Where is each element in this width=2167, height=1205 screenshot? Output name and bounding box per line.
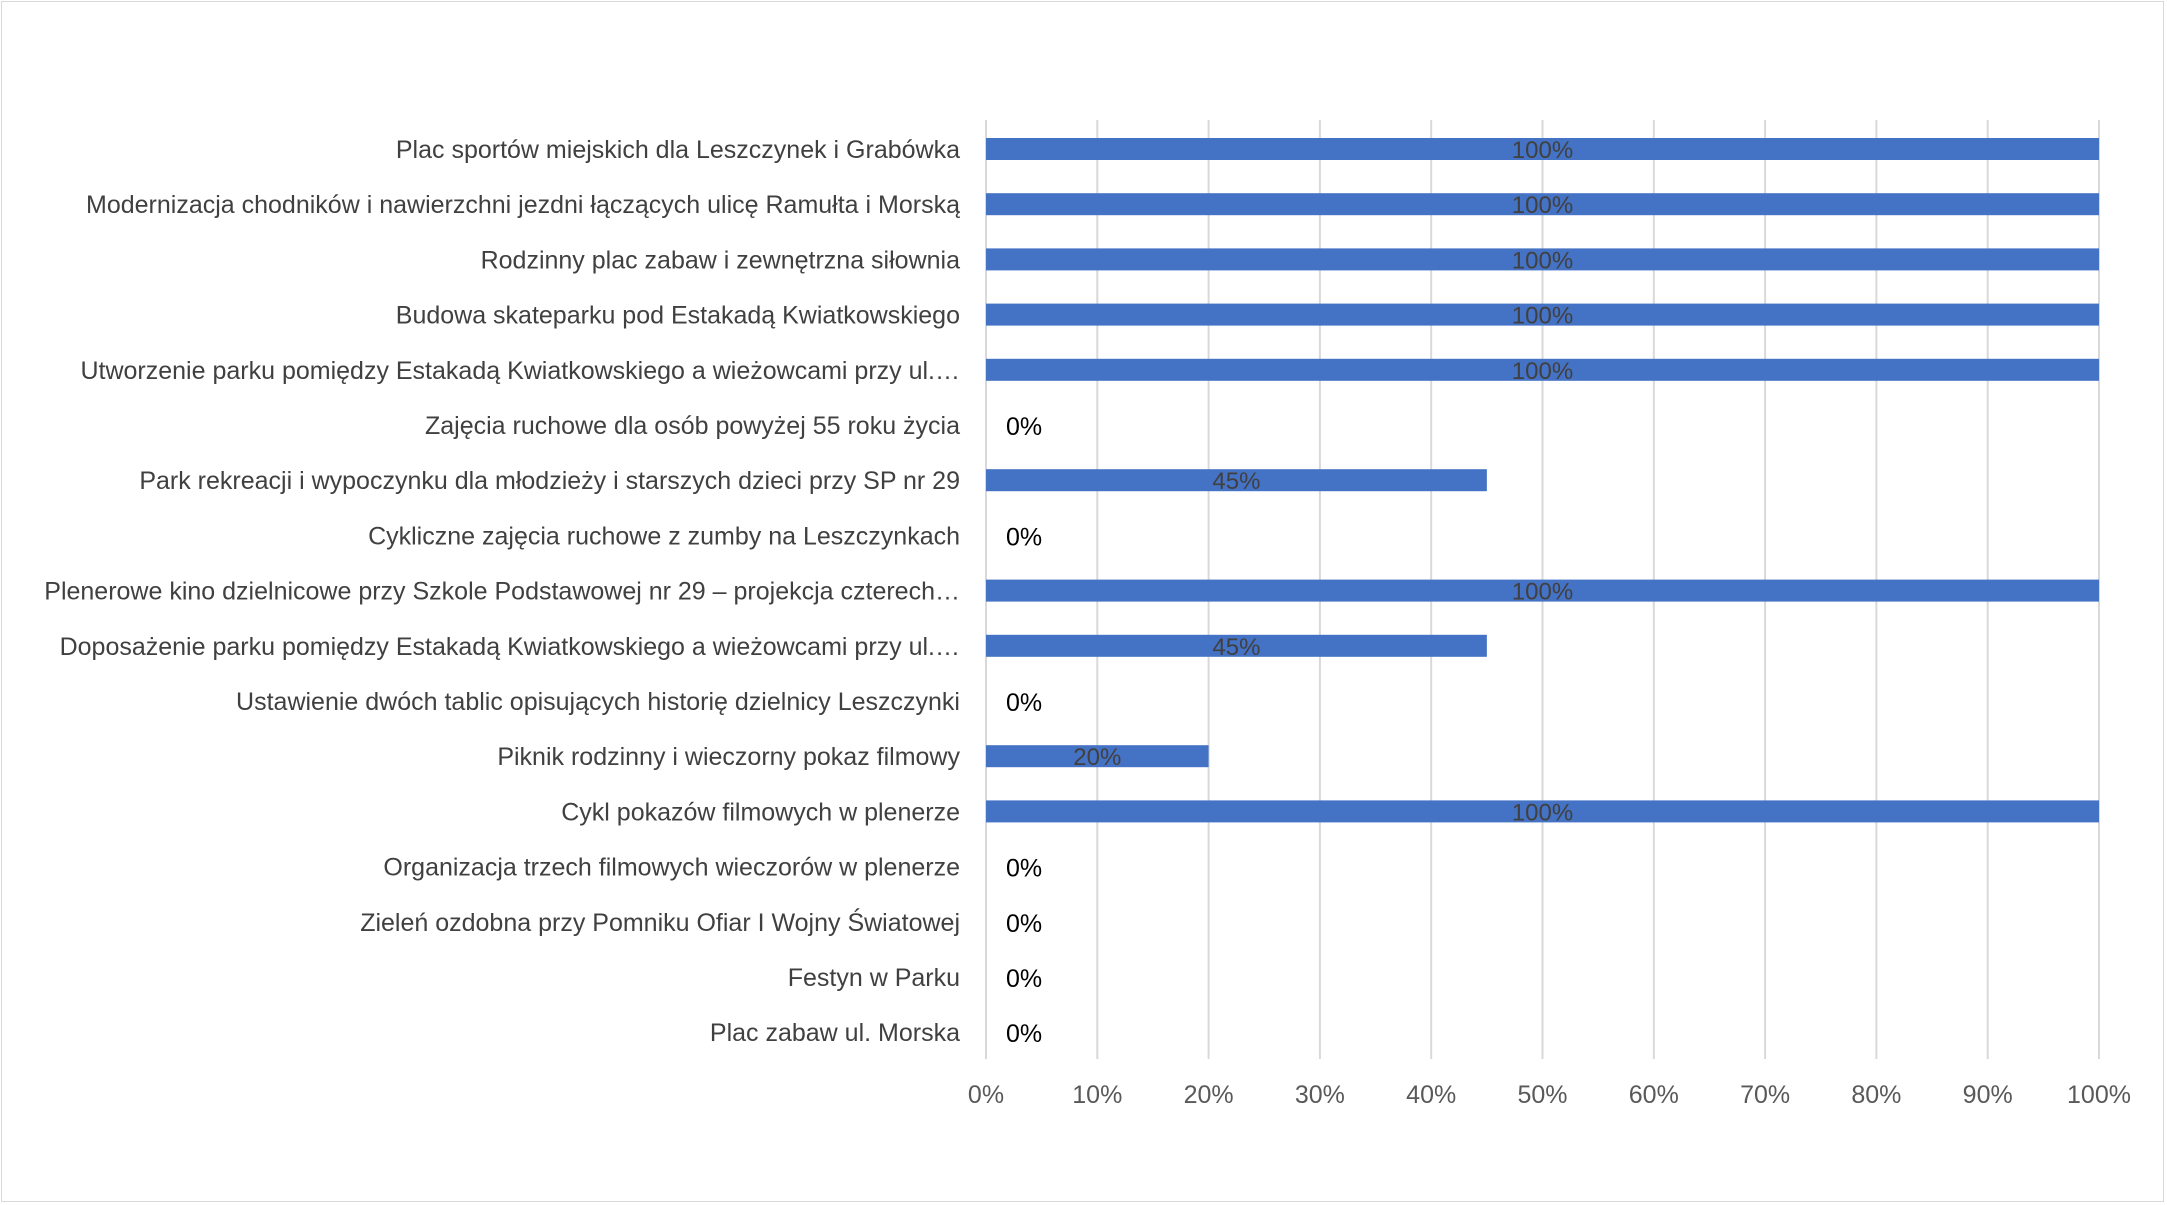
x-tick-label: 20%	[1184, 1081, 1234, 1109]
category-label: Rodzinny plac zabaw i zewnętrzna siłowni…	[481, 246, 961, 274]
category-label: Modernizacja chodników i nawierzchni jez…	[86, 191, 960, 219]
data-label: 45%	[1212, 468, 1260, 495]
x-tick-label: 30%	[1295, 1081, 1345, 1109]
x-tick-label: 100%	[2067, 1081, 2131, 1109]
category-label: Zajęcia ruchowe dla osób powyżej 55 roku…	[425, 412, 960, 440]
category-label: Utworzenie parku pomiędzy Estakadą Kwiat…	[80, 357, 960, 385]
x-tick-label: 80%	[1851, 1081, 1901, 1109]
data-label: 0%	[1006, 910, 1042, 938]
data-label: 0%	[1006, 965, 1042, 993]
category-label: Park rekreacji i wypoczynku dla młodzież…	[139, 467, 960, 495]
category-label: Zieleń ozdobna przy Pomniku Ofiar I Wojn…	[360, 907, 960, 937]
category-label: Organizacja trzech filmowych wieczorów w…	[383, 854, 960, 882]
bar	[986, 248, 2099, 271]
bar	[986, 303, 2099, 326]
x-tick-label: 60%	[1629, 1081, 1679, 1109]
bar	[986, 469, 1487, 492]
data-label: 100%	[1512, 137, 1573, 164]
data-label: 45%	[1212, 634, 1260, 661]
category-label: Piknik rodzinny i wieczorny pokaz filmow…	[497, 743, 960, 771]
category-label: Budowa skateparku pod Estakadą Kwiatkows…	[396, 302, 960, 330]
data-label: 100%	[1512, 579, 1573, 606]
x-tick-label: 70%	[1740, 1081, 1790, 1109]
category-label: Doposażenie parku pomiędzy Estakadą Kwia…	[60, 633, 960, 661]
category-label: Cykliczne zajęcia ruchowe z zumby na Les…	[368, 522, 960, 550]
category-label: Plac zabaw ul. Morska	[710, 1019, 960, 1047]
data-label: 0%	[1006, 523, 1042, 551]
category-label: Plac sportów miejskich dla Leszczynek i …	[396, 136, 960, 164]
category-label: Plenerowe kino dzielnicowe przy Szkole P…	[44, 578, 960, 606]
data-label: 100%	[1512, 192, 1573, 219]
bar	[986, 358, 2099, 381]
data-label: 100%	[1512, 247, 1573, 274]
bar	[986, 634, 1487, 657]
bar	[986, 579, 2099, 602]
data-label: 100%	[1512, 358, 1573, 385]
data-label: 100%	[1512, 799, 1573, 826]
category-label: Cykl pokazów filmowych w plenerze	[561, 798, 960, 826]
x-tick-label: 90%	[1963, 1081, 2013, 1109]
data-label: 0%	[1006, 1020, 1042, 1048]
data-label: 0%	[1006, 689, 1042, 717]
category-label: Ustawienie dwóch tablic opisujących hist…	[236, 688, 960, 716]
category-label: Festyn w Parku	[788, 964, 960, 992]
data-label: 20%	[1073, 744, 1121, 771]
x-tick-label: 0%	[968, 1081, 1004, 1109]
x-tick-label: 50%	[1517, 1081, 1567, 1109]
data-label: 0%	[1006, 855, 1042, 883]
data-label: 100%	[1512, 303, 1573, 330]
bar	[986, 138, 2099, 160]
bar	[986, 745, 1209, 768]
x-tick-label: 10%	[1072, 1081, 1122, 1109]
bar	[986, 800, 2099, 823]
data-label: 0%	[1006, 413, 1042, 441]
bar	[986, 193, 2099, 216]
x-tick-label: 40%	[1406, 1081, 1456, 1109]
